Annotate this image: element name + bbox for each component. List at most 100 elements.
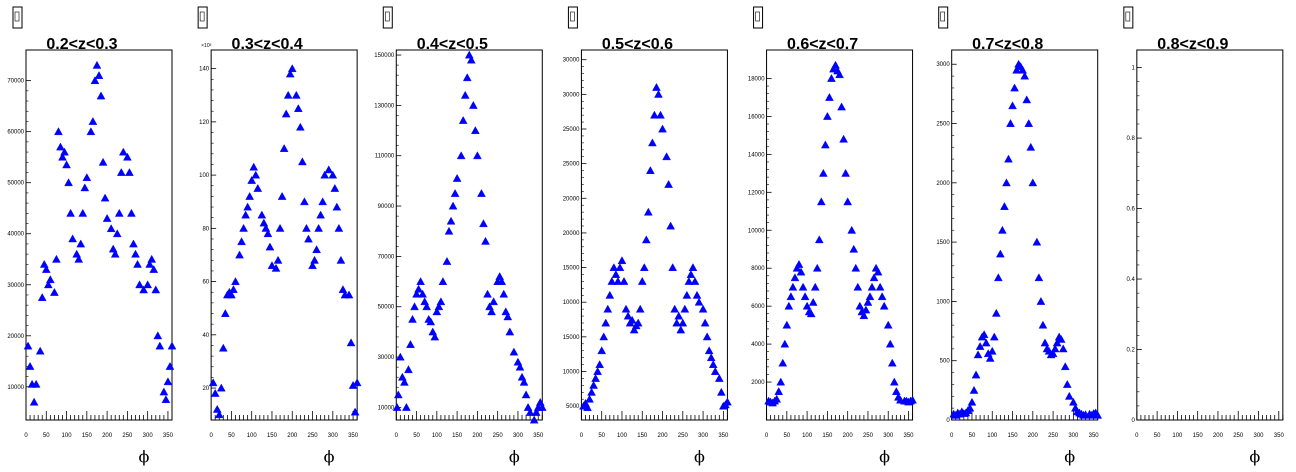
data-point [406, 340, 415, 348]
stats-box-icon[interactable] [197, 6, 208, 29]
y-tick-label: 70000 [378, 254, 395, 260]
data-point [849, 244, 859, 253]
x-axis-label: ϕ [324, 447, 335, 466]
data-point [481, 236, 490, 245]
data-point [344, 290, 354, 299]
data-point [788, 282, 798, 291]
x-axis-label: ϕ [139, 447, 150, 466]
data-point [66, 208, 75, 217]
stats-box-icon[interactable] [382, 6, 393, 29]
x-tick-label: 150 [452, 433, 463, 439]
data-point [25, 362, 35, 370]
data-point [165, 362, 175, 370]
stats-box-inner [570, 11, 575, 22]
data-point [412, 289, 421, 298]
y-tick-label: 30000 [563, 58, 580, 64]
data-point [163, 377, 173, 386]
data-point [776, 377, 786, 386]
data-point [814, 235, 824, 244]
data-point [265, 242, 275, 251]
data-point [249, 162, 259, 171]
data-point [422, 302, 432, 311]
x-axis-label: ϕ [1249, 447, 1260, 466]
data-point [810, 282, 820, 291]
y-tick-label: 15000 [563, 266, 580, 272]
data-point [621, 304, 631, 313]
data-point [35, 346, 45, 355]
y-tick-label: 0 [946, 418, 950, 424]
data-point [694, 297, 704, 306]
data-point [652, 83, 661, 91]
data-point [404, 365, 413, 374]
data-point [218, 343, 228, 352]
data-point [1064, 391, 1074, 400]
y-tick-label: 90000 [378, 204, 395, 210]
stats-box-icon[interactable] [938, 6, 949, 29]
stats-box-inner [940, 11, 946, 22]
data-point [210, 388, 220, 397]
x-tick-label: 300 [698, 433, 709, 439]
stats-box-icon[interactable] [567, 6, 578, 29]
data-point [281, 109, 291, 118]
stats-box-icon[interactable] [753, 6, 764, 29]
stats-box-icon[interactable] [12, 6, 23, 29]
y-tick-label: 4000 [751, 342, 765, 348]
x-tick-label: 150 [637, 433, 648, 439]
data-point [525, 408, 535, 416]
y-tick-label: 100 [199, 173, 210, 179]
data-point [841, 168, 850, 177]
data-point [229, 285, 238, 293]
data-point [448, 201, 458, 210]
y-tick-label: 120 [199, 120, 210, 126]
data-point [245, 191, 255, 200]
y-tick-label: 25000 [563, 127, 580, 133]
data-point [1020, 71, 1030, 80]
y-tick-label: 1500 [936, 240, 950, 246]
data-point [1038, 320, 1048, 329]
x-tick-label: 100 [247, 433, 258, 439]
data-point [336, 255, 346, 264]
data-point [149, 265, 159, 273]
data-point [330, 184, 340, 192]
data-point [155, 341, 165, 350]
data-point [277, 191, 287, 200]
data-point [29, 397, 39, 406]
data-point [31, 379, 41, 388]
data-point [90, 76, 100, 85]
data-point [392, 403, 402, 411]
data-point [794, 259, 804, 268]
data-point [466, 55, 476, 64]
data-point [583, 403, 592, 411]
data-point [595, 360, 605, 368]
data-point [1006, 119, 1015, 127]
data-point [298, 157, 307, 166]
data-point [416, 277, 425, 285]
data-point [1048, 349, 1058, 357]
data-point [231, 277, 240, 285]
data-point [438, 277, 448, 285]
data-point [273, 255, 283, 264]
x-tick-label: 350 [903, 433, 914, 439]
stats-box-icon[interactable] [1123, 6, 1134, 29]
data-point [300, 197, 309, 206]
data-point [220, 309, 230, 317]
data-point [50, 288, 59, 296]
data-point [1069, 397, 1078, 406]
x-axis-label: ϕ [879, 447, 890, 466]
data-point [708, 360, 718, 368]
data-point [597, 346, 607, 355]
x-tick-label: 100 [1172, 433, 1183, 439]
chart-panel-3: 0.4<z<0.5 10000 30000 50000 70000 90000 110000… [374, 6, 547, 466]
data-point [851, 263, 861, 272]
data-point [639, 263, 649, 271]
data-point [239, 223, 248, 232]
data-point [212, 404, 222, 413]
data-point [654, 89, 663, 98]
data-point [308, 261, 317, 270]
data-point [611, 270, 621, 278]
data-point [650, 110, 659, 119]
x-tick-label: 50 [43, 433, 50, 439]
data-point [700, 318, 710, 327]
y-tick-label: 30000 [378, 355, 395, 361]
y-tick-label: 40 [202, 333, 209, 339]
